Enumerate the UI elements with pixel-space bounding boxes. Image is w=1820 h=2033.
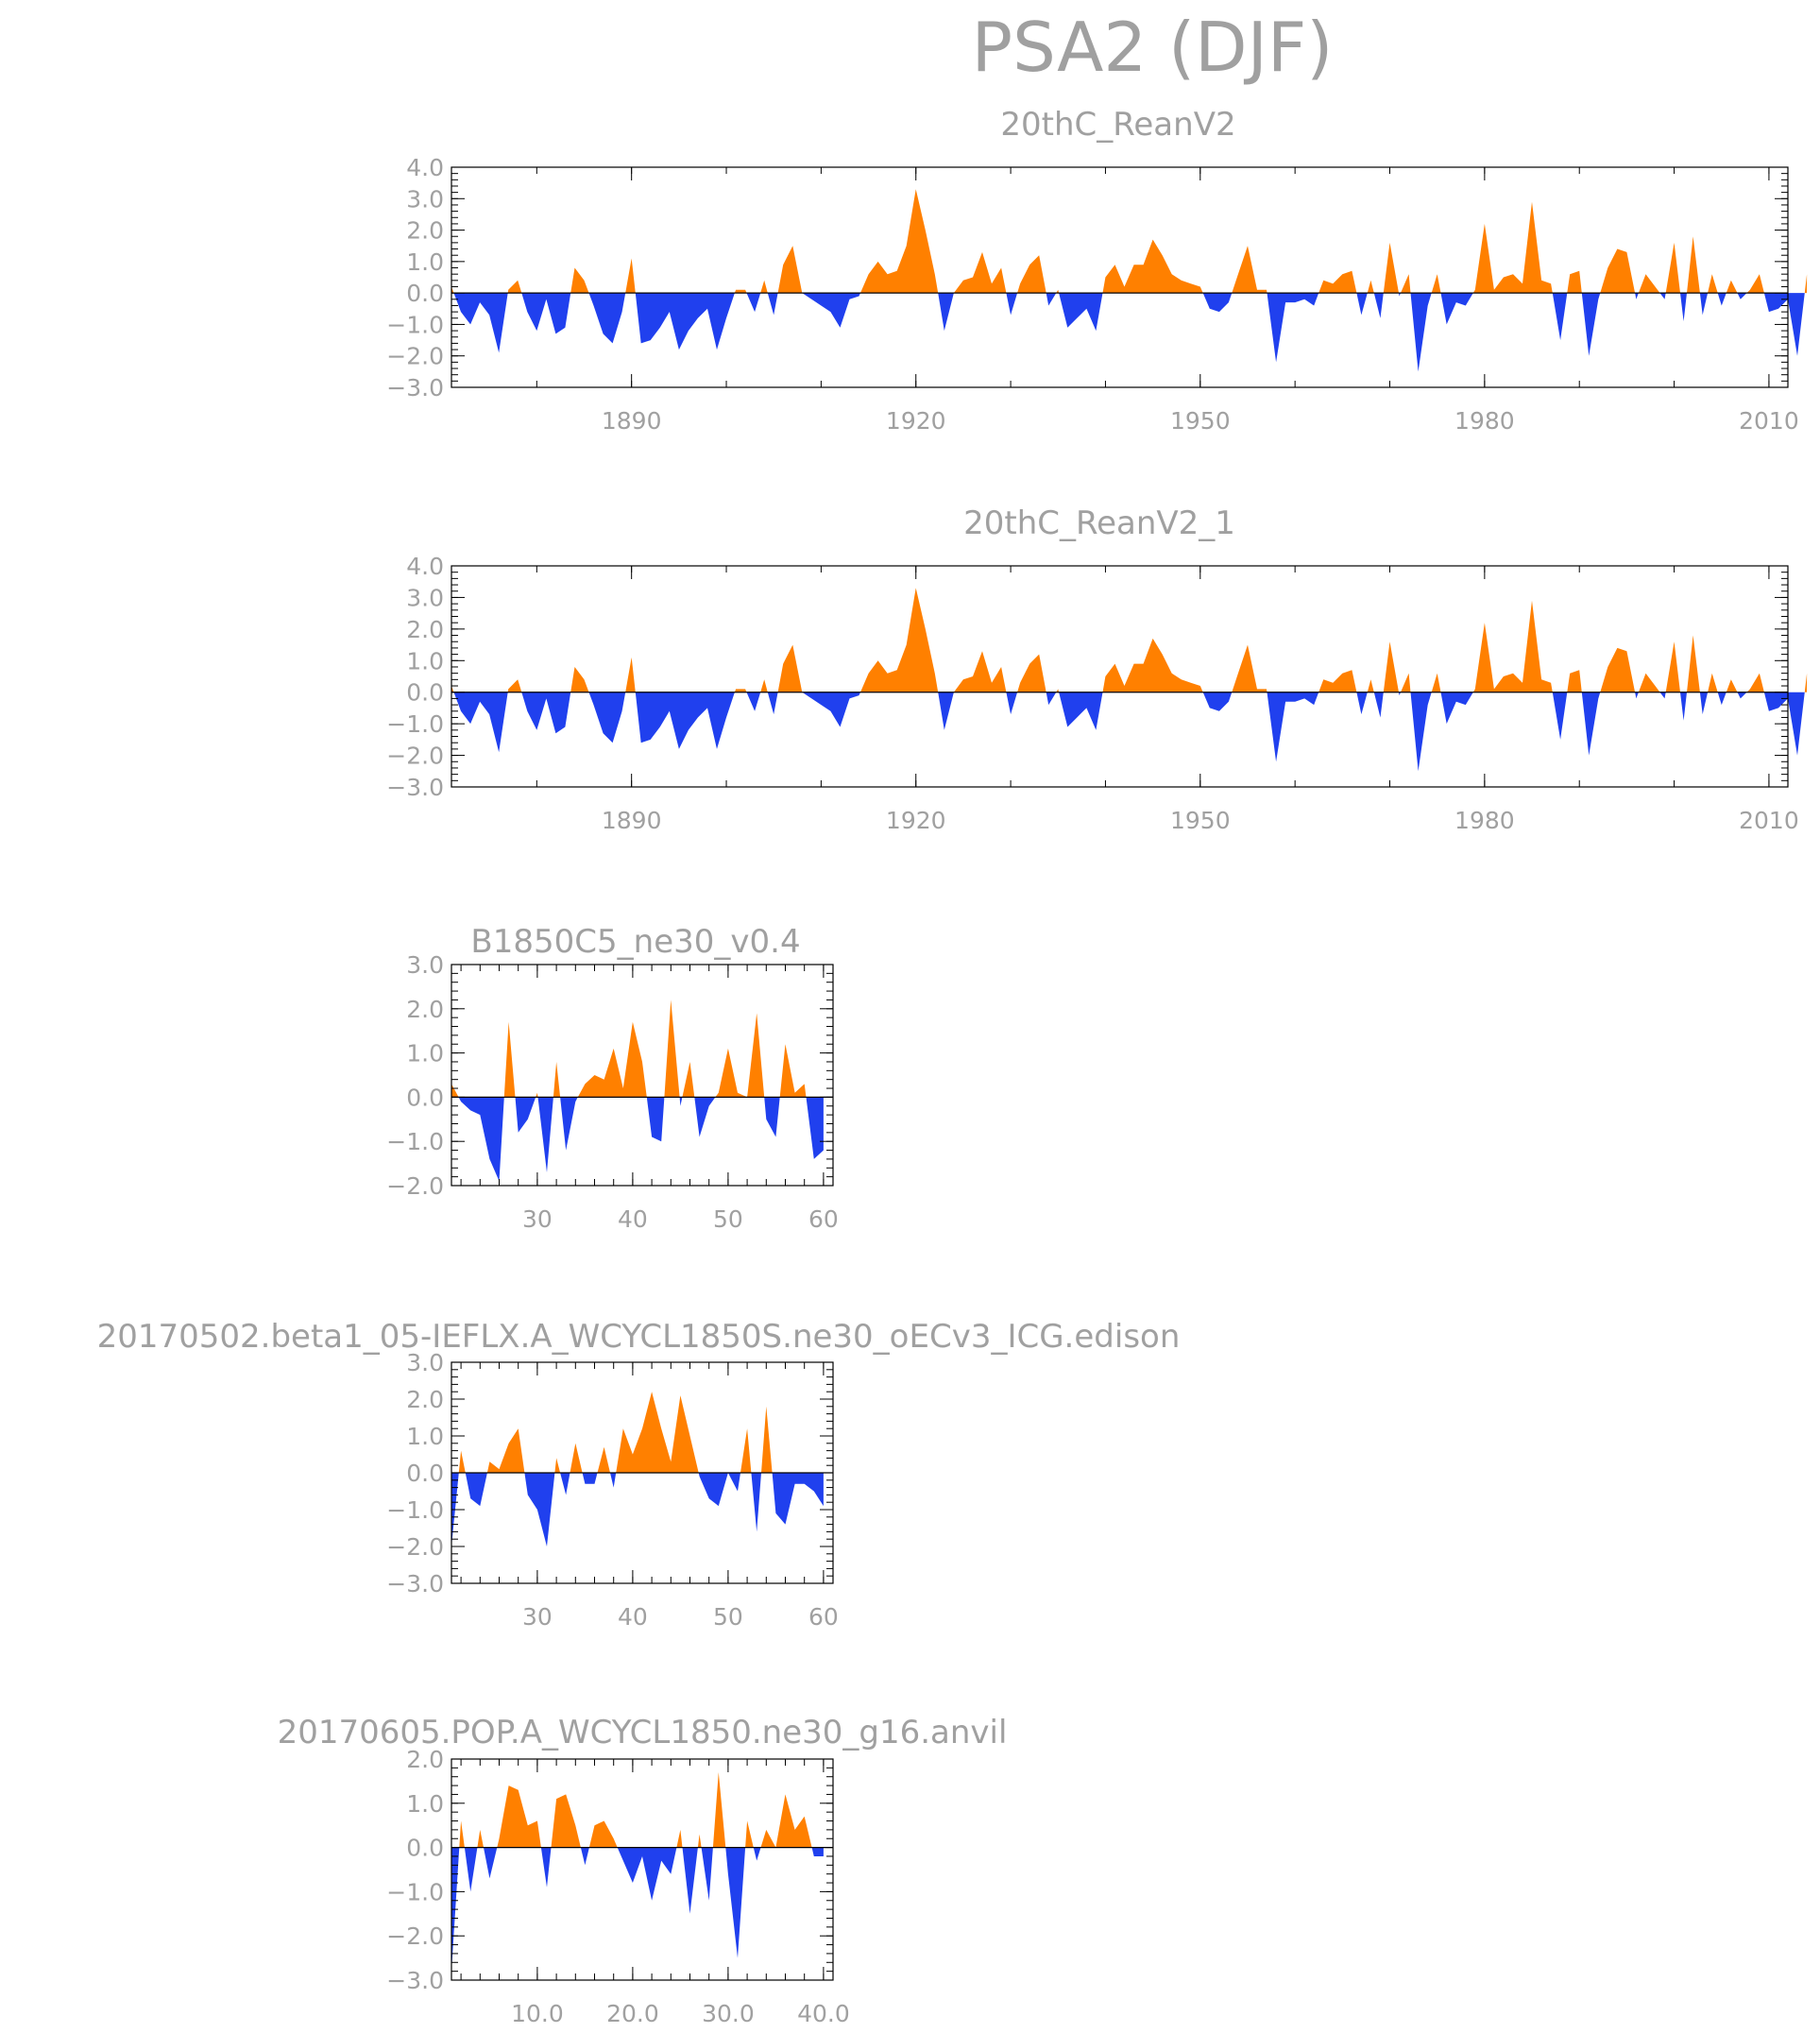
x-tick-label: 1890 xyxy=(602,807,662,834)
y-tick-label: 0.0 xyxy=(406,280,444,307)
x-tick-label: 20.0 xyxy=(606,2000,659,2027)
x-tick-label: 40 xyxy=(618,1603,648,1631)
y-tick-label: −3.0 xyxy=(386,774,444,801)
positive-anomaly-area xyxy=(459,1772,812,1848)
y-tick-label: 3.0 xyxy=(406,584,444,611)
x-tick-label: 50 xyxy=(713,1603,743,1631)
x-tick-label: 10.0 xyxy=(511,2000,564,2027)
x-tick-label: 1950 xyxy=(1170,807,1231,834)
positive-anomaly-area xyxy=(451,189,1808,294)
negative-anomaly-area xyxy=(451,1473,824,1546)
negative-anomaly-area xyxy=(451,1847,824,1972)
y-tick-label: −2.0 xyxy=(386,1533,444,1561)
y-tick-label: −2.0 xyxy=(386,1922,444,1950)
y-tick-label: 2.0 xyxy=(406,1386,444,1413)
y-tick-label: 1.0 xyxy=(406,1423,444,1450)
y-tick-label: −2.0 xyxy=(386,1172,444,1200)
y-tick-label: 3.0 xyxy=(406,1349,444,1376)
positive-anomaly-area xyxy=(451,999,807,1098)
y-tick-label: 2.0 xyxy=(406,616,444,643)
plot-frame xyxy=(451,964,834,1187)
y-tick-label: 2.0 xyxy=(406,1746,444,1773)
x-tick-label: 2010 xyxy=(1739,407,1799,435)
y-tick-label: −3.0 xyxy=(386,1967,444,1994)
panel-title: B1850C5_ne30_v0.4 xyxy=(470,923,800,961)
x-tick-label: 1890 xyxy=(602,407,662,435)
x-tick-label: 1920 xyxy=(886,407,946,435)
x-tick-label: 60 xyxy=(808,1603,839,1631)
y-tick-label: 2.0 xyxy=(406,996,444,1023)
x-tick-label: 2010 xyxy=(1739,807,1799,834)
y-tick-label: 1.0 xyxy=(406,647,444,675)
y-tick-label: −2.0 xyxy=(386,743,444,770)
panel-title: 20170605.POP.A_WCYCL1850.ne30_g16.anvil xyxy=(278,1714,1008,1751)
x-tick-label: 30 xyxy=(522,1205,553,1233)
panel-20170502-beta1-edison: 20170502.beta1_05-IEFLX.A_WCYCL1850S.ne3… xyxy=(97,1318,1181,1631)
positive-anomaly-area xyxy=(451,588,1808,692)
x-tick-label: 30.0 xyxy=(702,2000,755,2027)
negative-anomaly-area xyxy=(458,1097,824,1182)
negative-anomaly-area xyxy=(453,293,1805,372)
x-tick-label: 50 xyxy=(713,1205,743,1233)
plot-frame xyxy=(451,1758,834,1981)
y-tick-label: 4.0 xyxy=(406,553,444,580)
panel-title: 20170502.beta1_05-IEFLX.A_WCYCL1850S.ne3… xyxy=(97,1318,1181,1356)
panel-title: 20thC_ReanV2_1 xyxy=(963,504,1235,542)
panel-20thc-reanv2: 20thC_ReanV2 −3.0 −2.0 −1.0 0.0 1.0 2.0 3.0 4.0… xyxy=(386,106,1808,435)
x-tick-label: 40 xyxy=(618,1205,648,1233)
x-tick-label: 1980 xyxy=(1454,407,1515,435)
y-tick-label: −1.0 xyxy=(386,1496,444,1524)
x-tick-label: 30 xyxy=(522,1603,553,1631)
x-tick-label: 1920 xyxy=(886,807,946,834)
y-tick-label: 1.0 xyxy=(406,1040,444,1068)
y-tick-label: 1.0 xyxy=(406,1790,444,1818)
negative-anomaly-area xyxy=(453,692,1805,772)
y-tick-label: 0.0 xyxy=(406,1835,444,1862)
y-tick-label: 0.0 xyxy=(406,1084,444,1111)
y-tick-label: 1.0 xyxy=(406,248,444,276)
y-tick-label: 3.0 xyxy=(406,185,444,213)
panel-20thc-reanv2-1: 20thC_ReanV2_1 −3.0 −2.0 −1.0 0.0 1.0 2.0 3.0 4… xyxy=(386,504,1808,834)
y-tick-label: −1.0 xyxy=(386,1878,444,1905)
x-tick-label: 60 xyxy=(808,1205,839,1233)
y-tick-label: 0.0 xyxy=(406,1460,444,1487)
y-tick-label: −2.0 xyxy=(386,343,444,370)
plot-frame xyxy=(451,166,1789,388)
x-tick-label: 40.0 xyxy=(797,2000,850,2027)
x-tick-label: 1980 xyxy=(1454,807,1515,834)
y-tick-label: 2.0 xyxy=(406,217,444,245)
x-tick-label: 1950 xyxy=(1170,407,1231,435)
y-tick-label: 3.0 xyxy=(406,951,444,979)
plot-frame xyxy=(451,565,1789,788)
positive-anomaly-area xyxy=(458,1392,773,1473)
y-tick-label: 0.0 xyxy=(406,679,444,707)
y-tick-label: −1.0 xyxy=(386,1128,444,1155)
panel-title: 20thC_ReanV2 xyxy=(1000,106,1235,144)
figure-title: PSA2 (DJF) xyxy=(972,8,1334,87)
y-tick-label: −3.0 xyxy=(386,374,444,401)
y-tick-label: −3.0 xyxy=(386,1570,444,1597)
panel-b1850c5-ne30-v0-4: B1850C5_ne30_v0.4 −2.0 −1.0 0.0 1.0 2.0 3.0 30… xyxy=(386,923,839,1233)
panel-20170605-pop-anvil: 20170605.POP.A_WCYCL1850.ne30_g16.anvil … xyxy=(278,1714,1008,2027)
y-tick-label: −1.0 xyxy=(386,311,444,338)
y-tick-label: 4.0 xyxy=(406,154,444,181)
y-tick-label: −1.0 xyxy=(386,710,444,738)
